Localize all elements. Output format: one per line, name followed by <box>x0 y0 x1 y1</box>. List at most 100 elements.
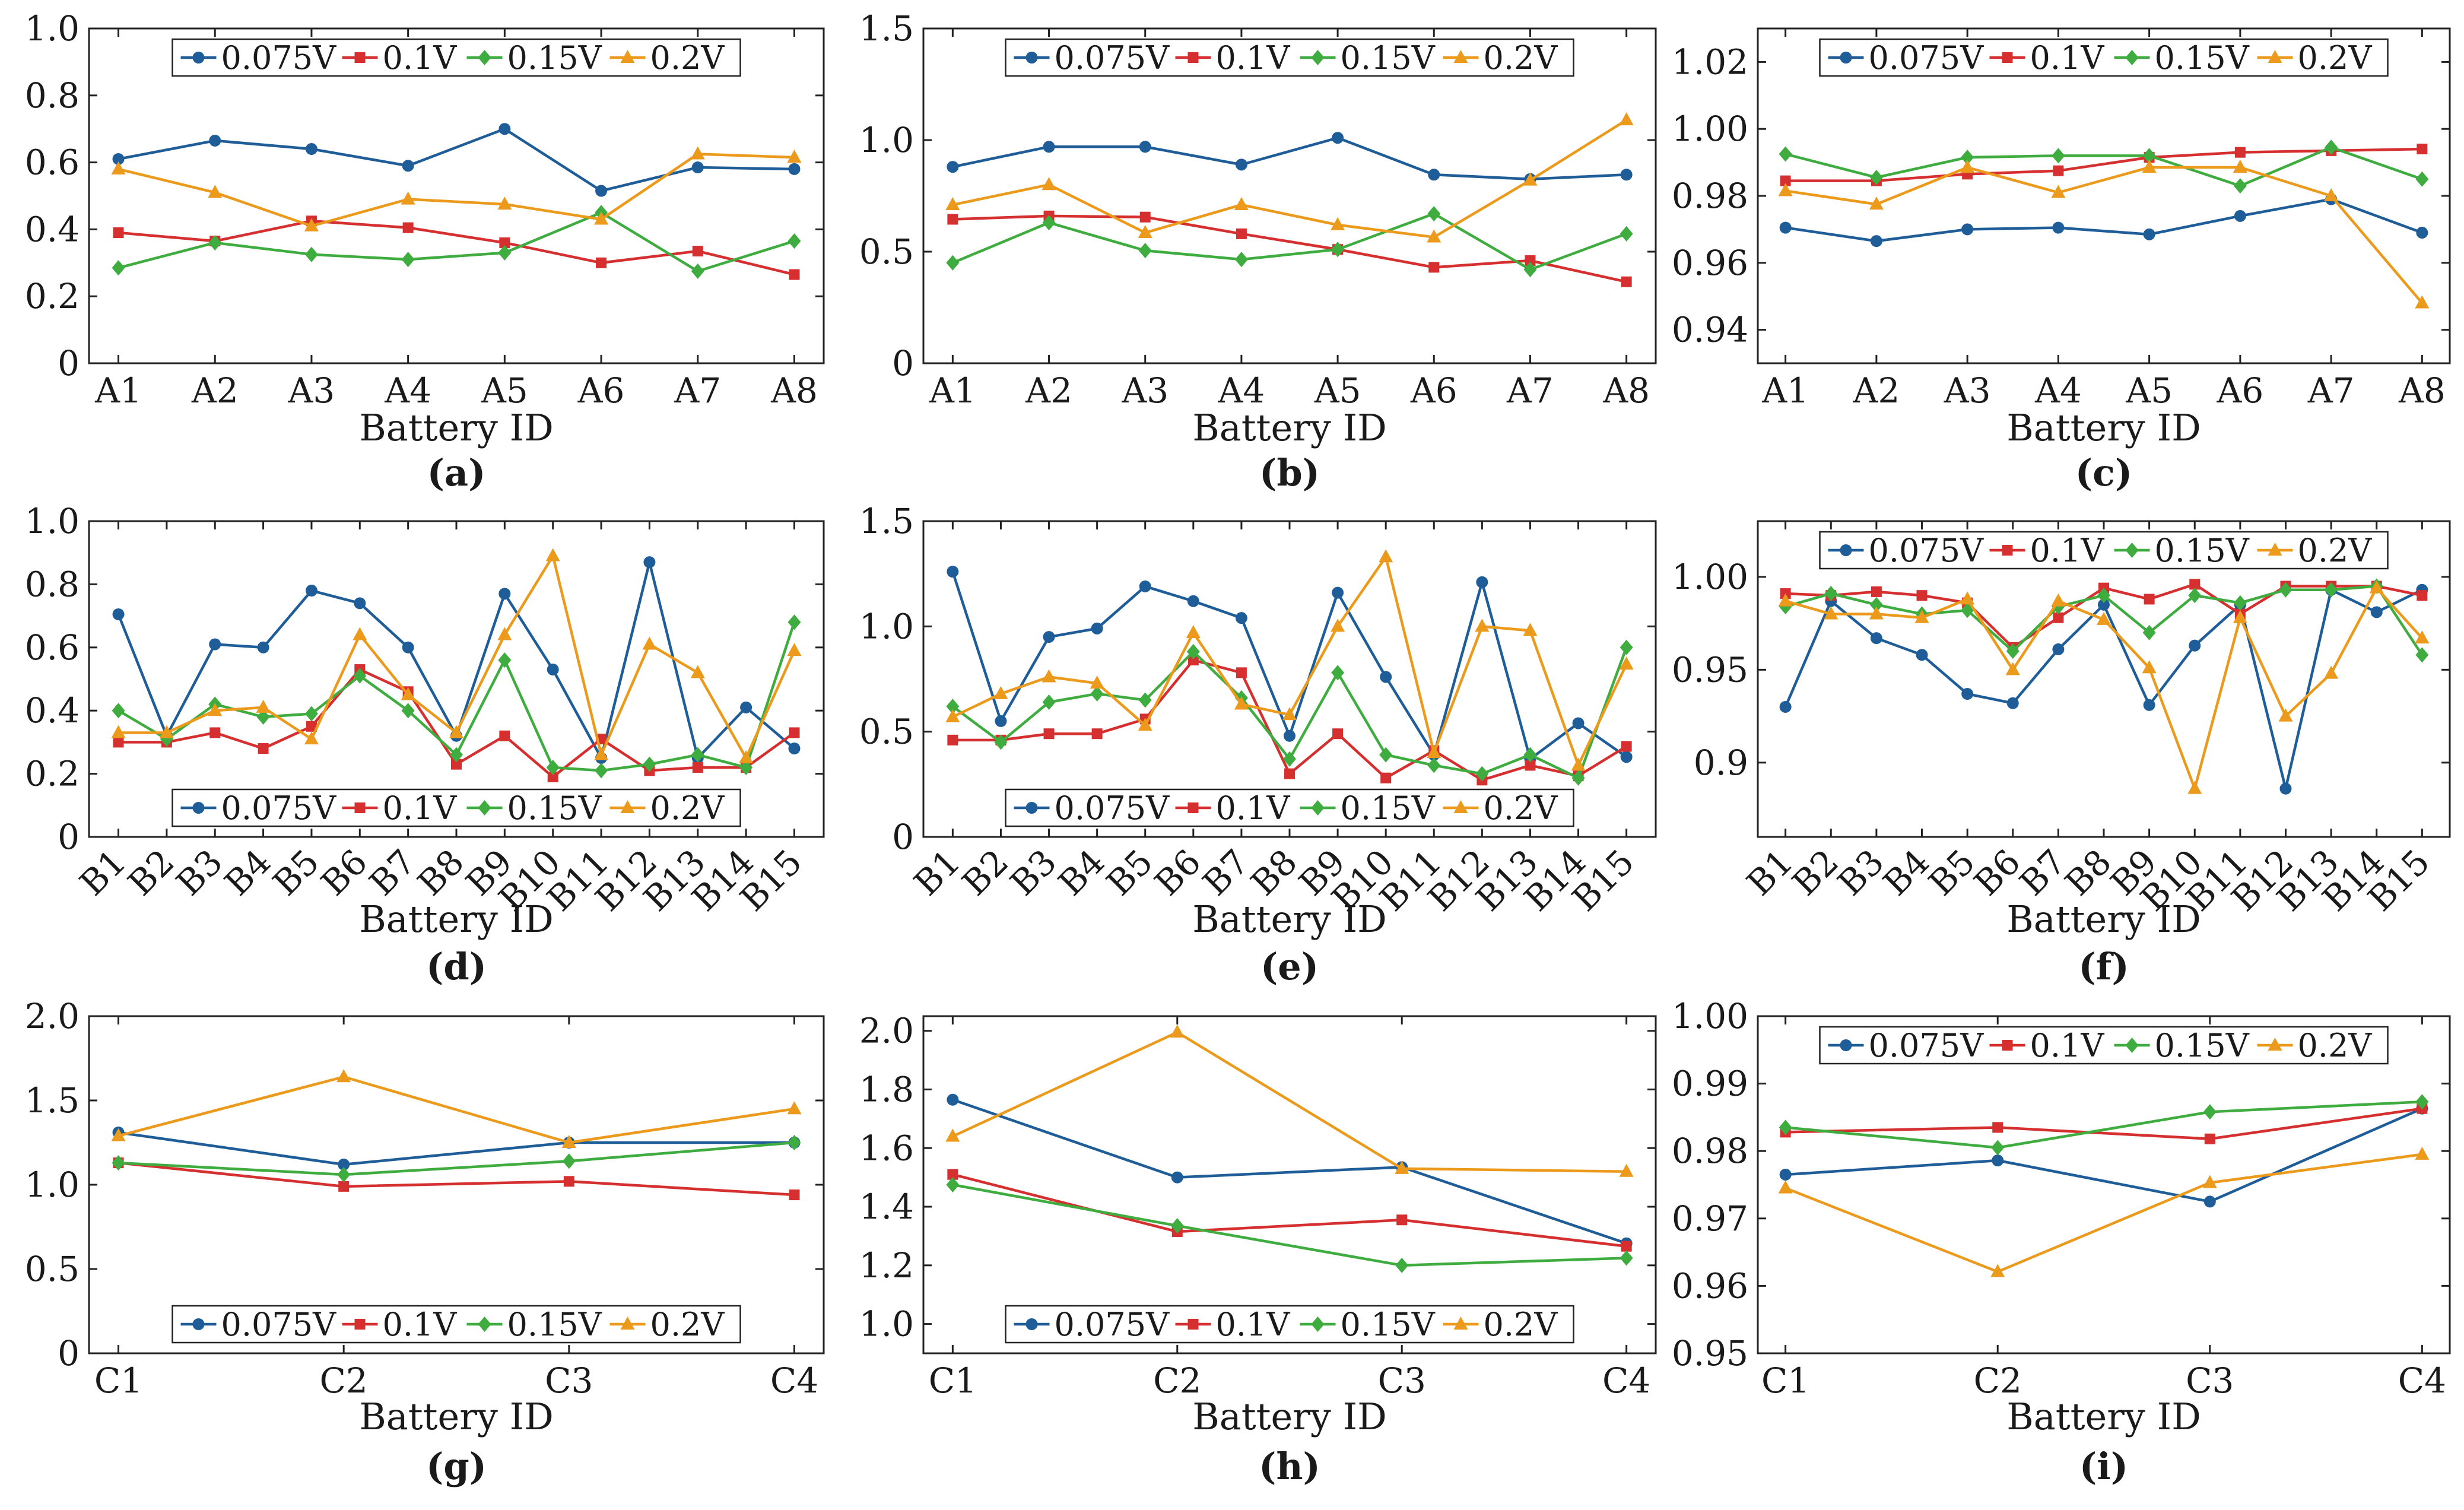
panel-label: (d) <box>426 945 487 988</box>
y-tick-label: 0.8 <box>25 75 80 116</box>
data-point <box>1779 221 1792 234</box>
x-tick-label: A3 <box>1121 370 1169 411</box>
data-point <box>2325 139 2338 156</box>
data-point <box>1571 757 1586 771</box>
x-axis-label: Battery ID <box>1192 1395 1387 1438</box>
x-tick-label: A6 <box>1410 370 1458 411</box>
x-tick-label: C2 <box>320 1360 368 1401</box>
y-tick-label: 0.5 <box>859 231 914 272</box>
legend-entry: 0.1V <box>383 789 458 827</box>
data-point <box>1869 196 1884 210</box>
data-point <box>2189 639 2201 652</box>
y-tick-label: 1.4 <box>859 1187 914 1227</box>
data-point <box>1380 671 1392 683</box>
data-point <box>1235 158 1247 171</box>
data-point <box>2234 147 2246 158</box>
data-point <box>2142 160 2157 173</box>
data-point <box>1428 262 1440 273</box>
data-point <box>594 747 609 760</box>
data-point <box>2052 221 2065 234</box>
legend-marker <box>478 50 491 65</box>
legend-entry: 0.075V <box>1055 1306 1170 1343</box>
data-point <box>304 706 318 722</box>
legend-box <box>172 38 741 77</box>
data-point <box>112 608 125 620</box>
legend-marker <box>620 50 635 63</box>
data-point <box>1779 1119 1792 1135</box>
data-point <box>1043 728 1055 740</box>
data-point <box>256 709 270 725</box>
data-point <box>1824 586 1838 602</box>
data-point <box>1138 243 1152 259</box>
x-tick-label: A1 <box>1761 370 1809 411</box>
legend-marker <box>1311 800 1325 816</box>
data-point <box>2233 595 2247 611</box>
data-point <box>945 1128 960 1142</box>
data-point <box>788 163 801 175</box>
y-tick-label: 0 <box>892 343 914 383</box>
legend-marker <box>354 802 366 813</box>
data-point <box>1869 169 1883 185</box>
legend-marker <box>478 800 491 816</box>
x-tick-label: C3 <box>2186 1360 2234 1401</box>
data-point <box>1525 760 1536 771</box>
data-point <box>1428 169 1440 181</box>
y-tick-label: 0 <box>58 1333 80 1373</box>
panel-label: (e) <box>1260 945 1319 988</box>
legend-entry: 0.2V <box>1484 39 1558 77</box>
data-point <box>1331 217 1345 230</box>
x-axis-label: Battery ID <box>359 406 554 449</box>
legend-marker <box>192 802 205 814</box>
y-tick-label: 0.95 <box>1672 649 1748 690</box>
data-point <box>1042 215 1056 231</box>
x-tick-label: A8 <box>2398 370 2446 411</box>
panel-label: (c) <box>2075 451 2132 494</box>
legend-marker <box>354 1319 366 1330</box>
y-tick-label: 1.2 <box>859 1245 914 1286</box>
data-point <box>739 750 754 763</box>
data-point <box>1523 172 1538 186</box>
data-point <box>1991 1140 2005 1156</box>
data-point <box>993 686 1008 699</box>
data-point <box>596 257 607 268</box>
data-point <box>788 743 801 755</box>
data-point <box>2142 148 2156 164</box>
x-tick-label: A2 <box>191 370 239 411</box>
data-point <box>1620 751 1633 763</box>
x-tick-label: A7 <box>1506 370 1554 411</box>
data-point <box>2203 1195 2216 1208</box>
x-tick-label: C4 <box>770 1360 818 1401</box>
data-point <box>2143 699 2155 711</box>
legend: 0.075V 0.1V 0.15V 0.2V <box>1005 38 1574 77</box>
data-point <box>547 771 558 782</box>
y-tick-label: 2.0 <box>25 996 80 1036</box>
x-tick-label: C2 <box>1153 1360 1201 1401</box>
data-point <box>789 1189 800 1201</box>
plot-frame <box>922 27 1657 364</box>
data-point <box>947 566 959 578</box>
legend-entry: 0.1V <box>383 39 458 77</box>
legend-entry: 0.15V <box>507 39 602 77</box>
chart-panel-e: 00.51.01.5B1B2B3B4B5B6B7B8B9B10B11B12B13… <box>859 501 1657 988</box>
data-point <box>2278 708 2293 722</box>
data-point <box>691 263 704 279</box>
y-tick-label: 0.95 <box>1672 1333 1748 1373</box>
legend-marker <box>354 52 366 63</box>
data-point <box>947 161 959 173</box>
data-point <box>1869 606 1884 620</box>
legend-marker <box>2002 545 2013 556</box>
y-tick-label: 0.98 <box>1672 176 1748 216</box>
panel-label: (a) <box>427 451 486 494</box>
data-point <box>1475 618 1490 632</box>
legend-entry: 0.075V <box>1055 789 1170 827</box>
y-tick-label: 0.5 <box>25 1249 80 1289</box>
data-point <box>1525 255 1536 267</box>
data-point <box>1620 639 1633 655</box>
data-point <box>112 260 125 276</box>
data-point <box>1138 225 1152 239</box>
x-tick-label: C2 <box>1974 1360 2022 1401</box>
y-tick-label: 1.5 <box>859 501 914 541</box>
data-point <box>1523 623 1538 636</box>
legend-marker <box>192 52 205 64</box>
series-line-0.15V <box>952 1183 1627 1267</box>
